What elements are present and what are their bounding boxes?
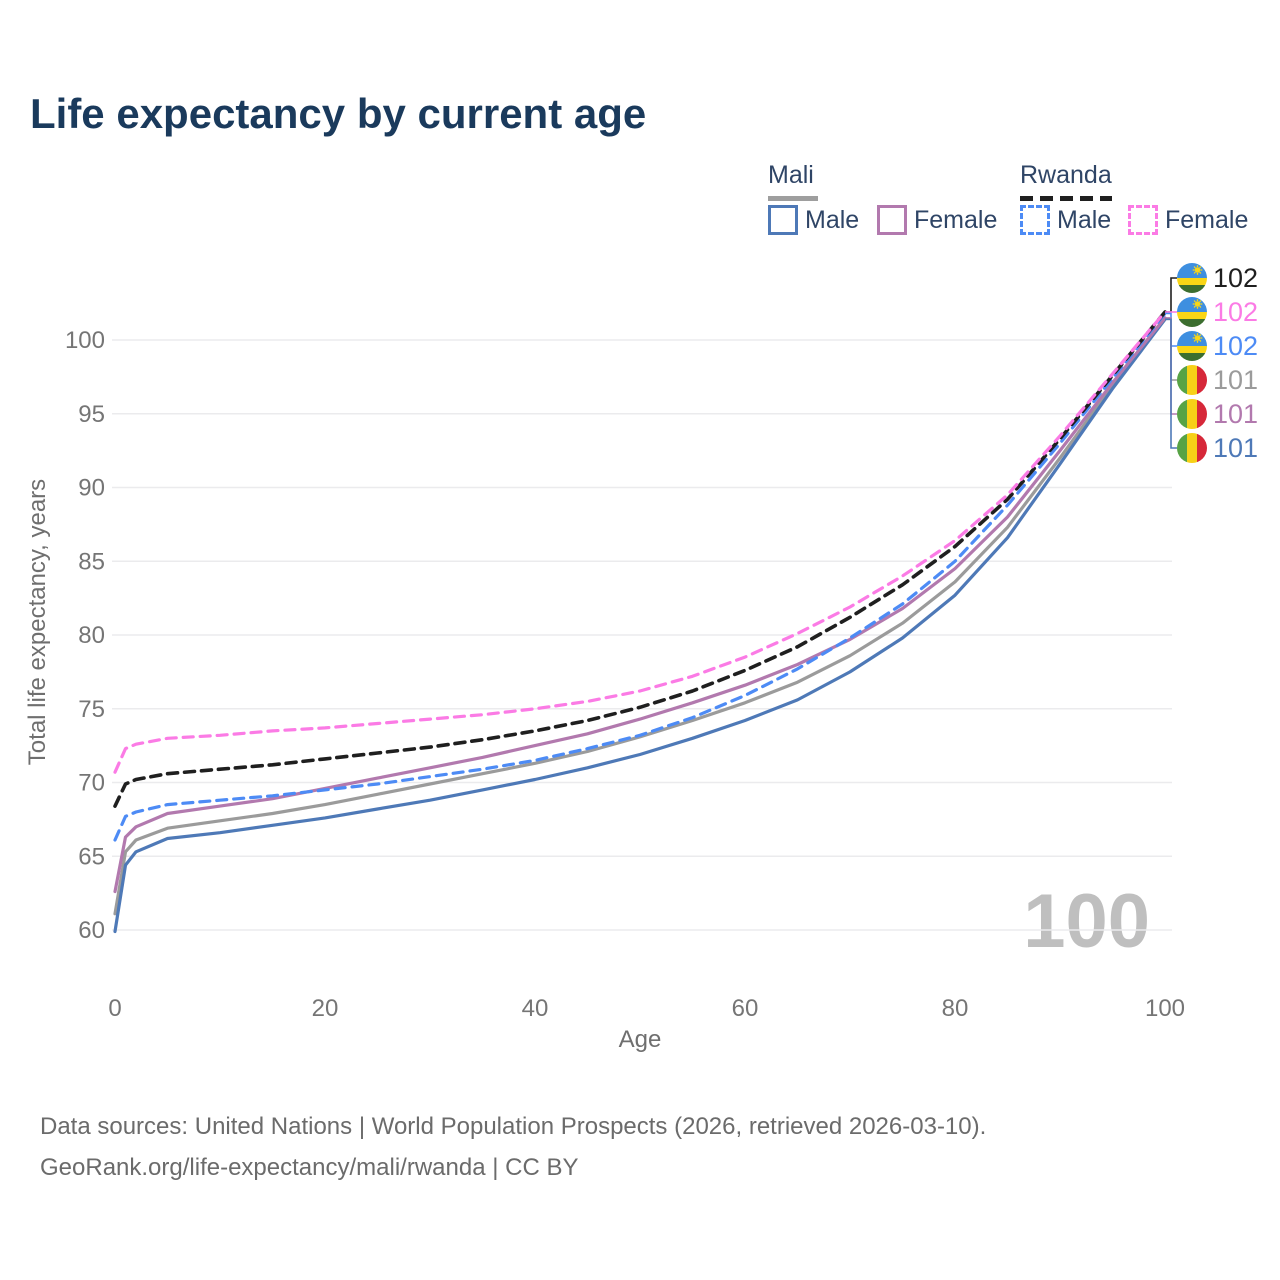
age-counter-watermark: 100 [1023, 879, 1150, 964]
series-line-rwanda-female [113, 310, 1167, 774]
rwanda-flag-icon [1177, 297, 1207, 327]
legend-group-mali-title: Mali [768, 161, 814, 189]
y-tick-label: 65 [78, 843, 105, 870]
end-label-connector [1165, 277, 1177, 313]
series-line-rwanda-all [113, 310, 1167, 808]
rwanda-dashed-line-sample [1020, 196, 1112, 201]
end-label-row-mali-all: 101 [1177, 365, 1258, 395]
end-label-row-mali-female: 101 [1177, 399, 1258, 429]
y-tick-label: 80 [78, 622, 105, 649]
y-tick-label: 60 [78, 917, 105, 944]
legend-item-mali-female[interactable]: Female [877, 205, 997, 235]
mali-flag-icon [1177, 433, 1207, 463]
y-tick-label: 70 [78, 770, 105, 797]
mali-male-swatch-icon [768, 205, 798, 235]
end-label-value: 102 [1213, 296, 1259, 327]
legend-item-rwanda-male[interactable]: Male [1020, 205, 1111, 235]
legend-label: Male [805, 205, 860, 234]
x-axis-title: Age [618, 1026, 662, 1053]
end-label-value: 102 [1213, 262, 1259, 293]
y-axis-title: Total life expectancy, years [24, 478, 51, 766]
series-line-rwanda-male [113, 311, 1167, 842]
rwanda-male-swatch-icon [1020, 205, 1050, 235]
x-tick-label: 0 [108, 995, 121, 1022]
x-tick-label: 40 [522, 995, 549, 1022]
end-label-value: 102 [1213, 330, 1259, 361]
x-tick-label: 20 [312, 995, 339, 1022]
license-url-text: GeoRank.org/life-expectancy/mali/rwanda … [40, 1154, 579, 1181]
series-line-mali-female [113, 316, 1167, 894]
page-title: Life expectancy by current age [30, 90, 647, 137]
data-sources-text: Data sources: United Nations | World Pop… [40, 1113, 987, 1140]
y-tick-label: 95 [78, 401, 105, 428]
rwanda-flag-icon [1177, 263, 1207, 293]
mali-flag-icon [1177, 365, 1207, 395]
end-label-row-rwanda-male: 102 [1177, 331, 1258, 361]
mali-female-swatch-icon [877, 205, 907, 235]
end-label-row-mali-male: 101 [1177, 433, 1258, 463]
mali-flag-icon [1177, 399, 1207, 429]
end-label-row-rwanda-female: 102 [1177, 297, 1258, 327]
legend-label: Female [1165, 205, 1249, 234]
rwanda-female-swatch-icon [1128, 205, 1158, 235]
end-label-value: 101 [1213, 364, 1259, 395]
series-line-mali-male [113, 317, 1167, 934]
y-tick-label: 75 [78, 696, 105, 723]
y-tick-label: 100 [65, 327, 105, 354]
end-label-connector [1165, 318, 1177, 449]
legend-item-rwanda-female[interactable]: Female [1128, 205, 1248, 235]
legend-label: Female [914, 205, 998, 234]
y-tick-label: 85 [78, 548, 105, 575]
x-tick-label: 80 [942, 995, 969, 1022]
x-tick-label: 60 [732, 995, 759, 1022]
x-tick-label: 100 [1145, 995, 1185, 1022]
legend-group-rwanda-title: Rwanda [1020, 161, 1112, 189]
mali-solid-line-sample [768, 196, 818, 201]
end-label-value: 101 [1213, 398, 1259, 429]
end-label-value: 101 [1213, 432, 1259, 463]
legend-item-mali-male[interactable]: Male [768, 205, 859, 235]
footer-attribution: Data sources: United Nations | World Pop… [40, 1106, 986, 1188]
series-line-mali-all [113, 317, 1167, 916]
end-label-row-rwanda-all: 102 [1177, 263, 1258, 293]
legend-label: Male [1057, 205, 1112, 234]
rwanda-flag-icon [1177, 331, 1207, 361]
y-tick-label: 90 [78, 475, 105, 502]
